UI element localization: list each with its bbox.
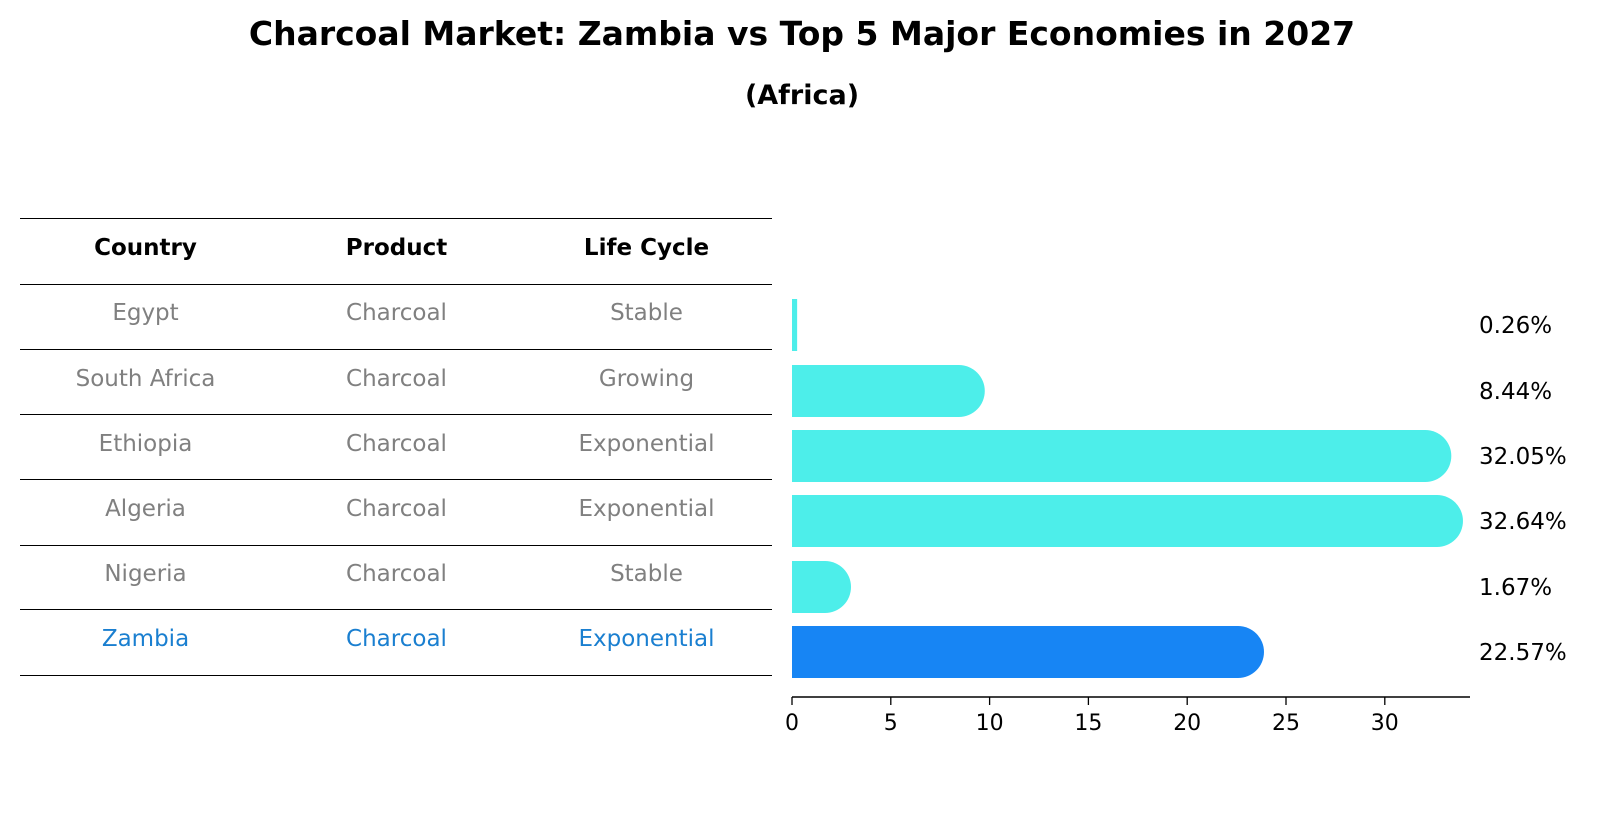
table-cell-life-cycle: Exponential <box>578 431 715 457</box>
table-cell-country: Algeria <box>105 496 186 522</box>
table-cell-life-cycle-highlight: Exponential <box>578 626 715 652</box>
bar <box>792 365 985 417</box>
x-tick-label: 30 <box>1371 711 1399 736</box>
bar <box>792 430 1452 482</box>
bar-value-label: 1.67% <box>1479 575 1552 601</box>
x-tick-label: 10 <box>976 711 1004 736</box>
table-cell-life-cycle: Stable <box>610 561 683 587</box>
table-cell-country: South Africa <box>75 366 216 392</box>
table-rule <box>20 479 772 480</box>
table-cell-product: Charcoal <box>346 366 447 392</box>
table-cell-product: Charcoal <box>346 431 447 457</box>
table-cell-country-highlight: Zambia <box>101 626 190 652</box>
bar <box>792 561 851 613</box>
table-rule <box>20 545 772 546</box>
table-cell-country: Egypt <box>112 300 179 326</box>
column-header-life-cycle: Life Cycle <box>583 235 710 261</box>
bar-value-label: 8.44% <box>1479 379 1552 405</box>
chart-subtitle: (Africa) <box>744 80 860 111</box>
table-rule <box>20 609 772 610</box>
table-rule <box>20 675 772 676</box>
bar <box>792 299 798 351</box>
x-tick-label: 0 <box>785 711 799 736</box>
x-tick-label: 15 <box>1074 711 1102 736</box>
column-header-product: Product <box>345 235 448 261</box>
table-cell-country: Nigeria <box>104 561 187 587</box>
chart-title: Charcoal Market: Zambia vs Top 5 Major E… <box>248 14 1356 53</box>
table-rule <box>20 414 772 415</box>
table-rule <box>20 218 772 219</box>
bar-value-label: 22.57% <box>1479 640 1567 666</box>
x-tick-label: 20 <box>1173 711 1201 736</box>
column-header-country: Country <box>94 235 197 261</box>
bar-value-label: 32.05% <box>1479 444 1567 470</box>
table-cell-product: Charcoal <box>346 300 447 326</box>
bar-value-label: 0.26% <box>1479 313 1552 339</box>
table-cell-product: Charcoal <box>346 561 447 587</box>
table-cell-life-cycle: Exponential <box>578 496 715 522</box>
table-rule <box>20 284 772 285</box>
table-cell-product-highlight: Charcoal <box>346 626 447 652</box>
table-cell-product: Charcoal <box>346 496 447 522</box>
table-cell-country: Ethiopia <box>98 431 193 457</box>
x-tick-label: 25 <box>1272 711 1300 736</box>
bar <box>792 495 1463 547</box>
x-tick-label: 5 <box>884 711 898 736</box>
table-rule <box>20 349 772 350</box>
bar-value-label: 32.64% <box>1479 509 1567 535</box>
bar-highlight <box>792 626 1264 678</box>
table-cell-life-cycle: Stable <box>610 300 683 326</box>
table-cell-life-cycle: Growing <box>598 366 695 392</box>
